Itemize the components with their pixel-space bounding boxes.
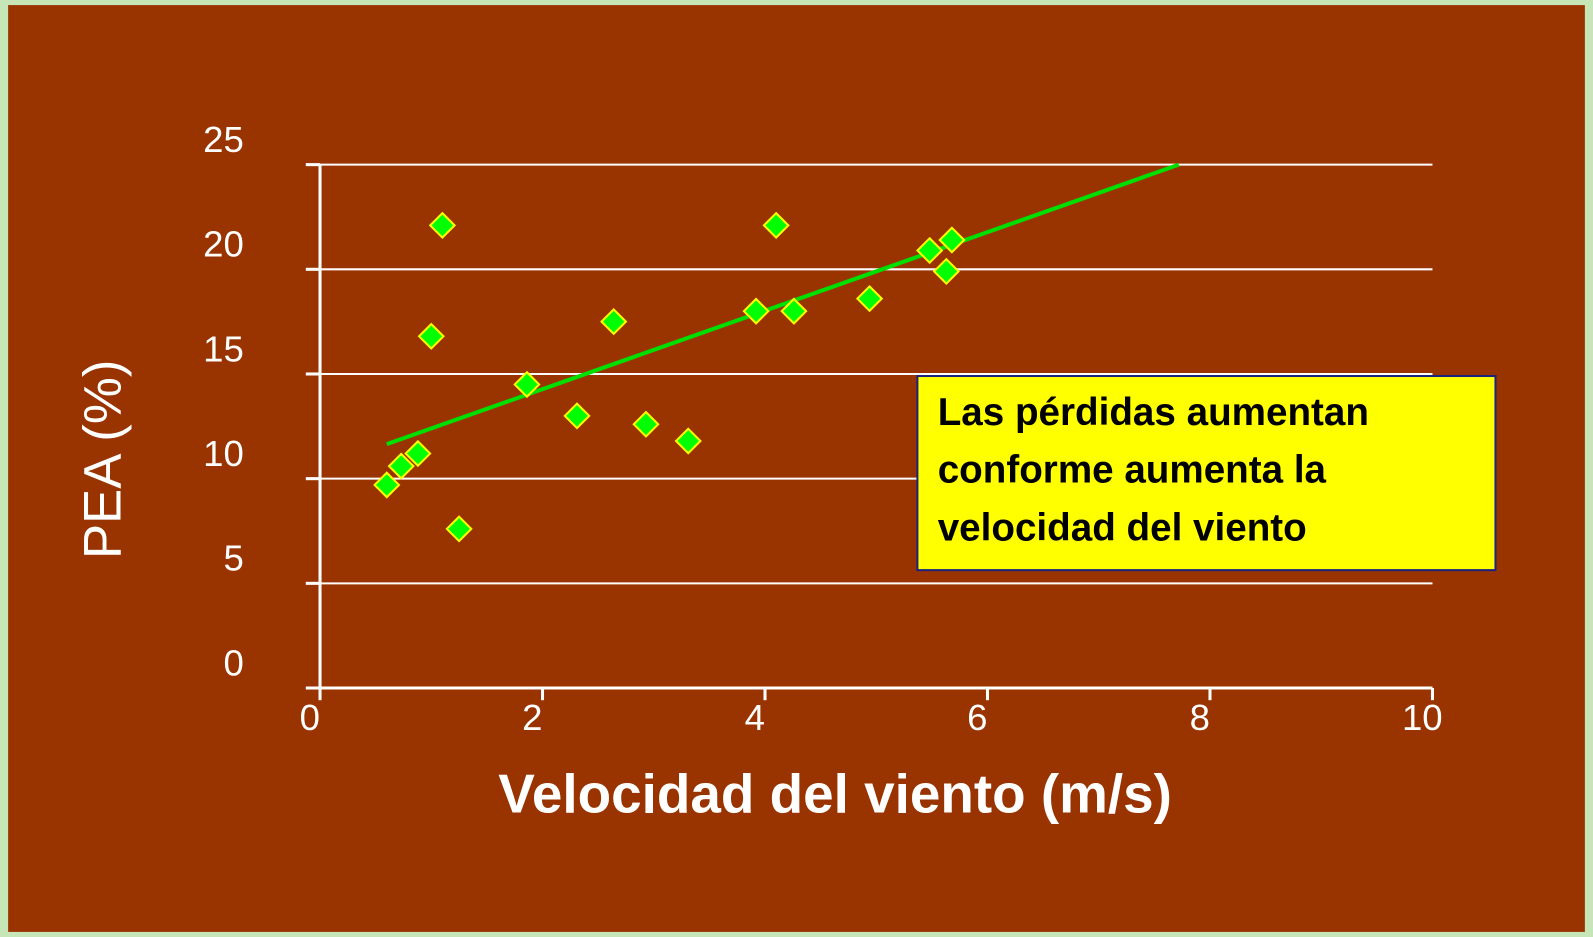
data-point bbox=[513, 370, 541, 399]
data-point bbox=[387, 452, 415, 480]
x-tick-label: 0 bbox=[300, 697, 320, 738]
annotation-holder: Las pérdidas aumentan conforme aumenta l… bbox=[937, 391, 1369, 550]
x-tick-label: 8 bbox=[1190, 697, 1210, 738]
y-tick-label: 0 bbox=[223, 642, 243, 683]
data-point bbox=[855, 284, 884, 313]
y-tick-label: 20 bbox=[203, 224, 244, 265]
y-axis-label: PEA (%) bbox=[74, 360, 133, 560]
trend-line bbox=[386, 162, 1180, 447]
data-point bbox=[632, 410, 660, 438]
x-tick-label: 6 bbox=[967, 697, 987, 738]
data-point bbox=[600, 308, 628, 336]
annotation: Las pérdidas aumentan conforme aumenta l… bbox=[937, 391, 1369, 550]
data-point bbox=[445, 515, 473, 543]
data-point bbox=[563, 402, 591, 430]
data-point bbox=[780, 297, 808, 325]
x-axis-label: Velocidad del viento (m/s) bbox=[498, 762, 1172, 824]
y-tick-label: 5 bbox=[223, 538, 243, 579]
data-point bbox=[916, 236, 944, 265]
data-point bbox=[932, 257, 960, 286]
data-point bbox=[762, 211, 790, 239]
data-point bbox=[417, 322, 445, 350]
data-point bbox=[373, 471, 401, 499]
data-point bbox=[674, 427, 702, 455]
x-tick-label: 10 bbox=[1402, 697, 1443, 738]
data-point bbox=[938, 226, 966, 254]
y-tick-label: 10 bbox=[203, 433, 244, 474]
x-tick-label: 4 bbox=[745, 697, 765, 738]
y-tick-label: 15 bbox=[203, 328, 244, 369]
data-point bbox=[428, 211, 457, 239]
x-tick-label: 2 bbox=[522, 697, 542, 738]
annotation-box bbox=[916, 375, 1497, 572]
data-point bbox=[404, 439, 432, 468]
y-tick-label: 25 bbox=[203, 119, 244, 160]
data-point bbox=[742, 297, 770, 325]
